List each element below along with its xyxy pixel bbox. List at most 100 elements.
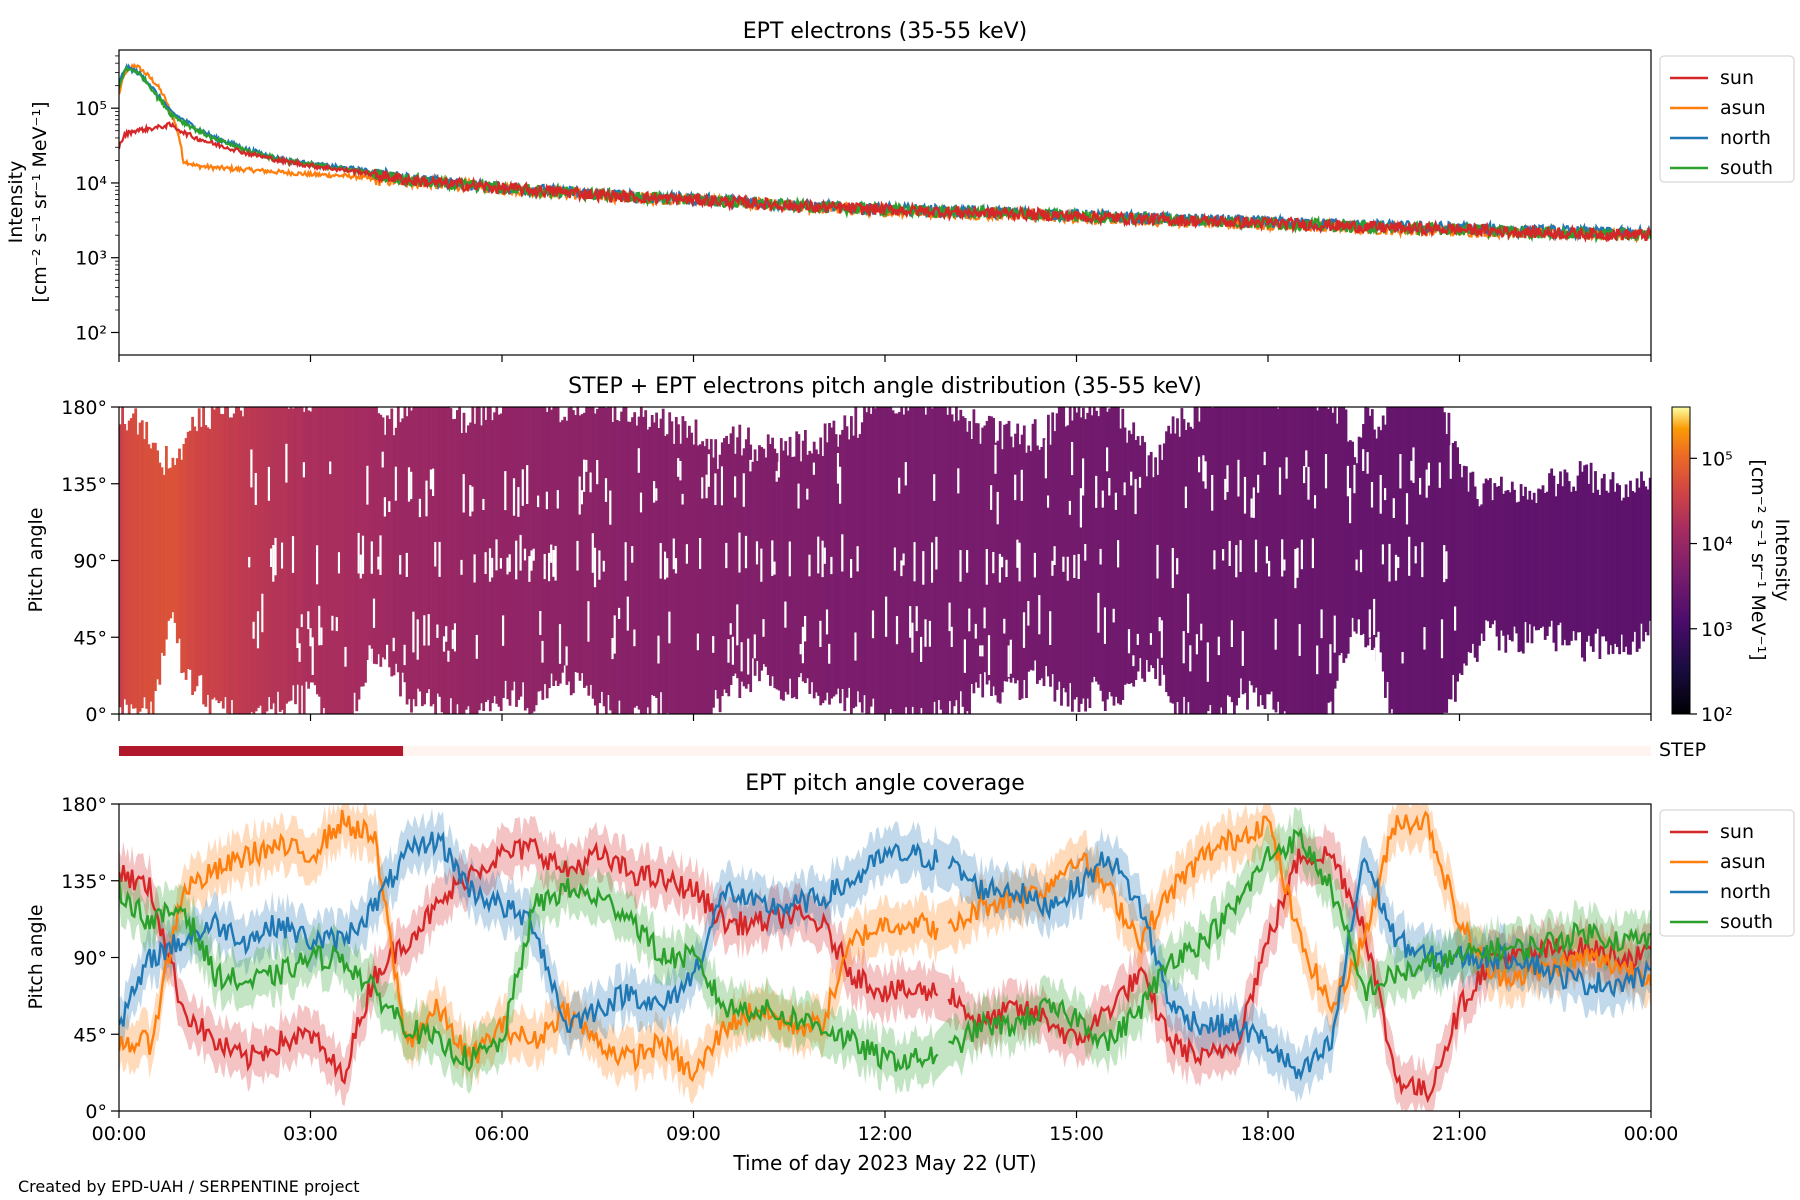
pad-gap (1412, 447, 1416, 483)
pad-gap (1014, 474, 1017, 501)
pad-column (1064, 426, 1068, 693)
pad-gap (1355, 559, 1359, 571)
pad-gap (1250, 498, 1254, 518)
pad-gap (749, 459, 753, 472)
pad-column (180, 459, 184, 673)
pad-gap (593, 547, 597, 588)
pad-column (149, 448, 153, 702)
pad-column (1136, 436, 1140, 672)
pad-column (718, 454, 722, 713)
pad-column (1591, 492, 1595, 652)
pad-column (1620, 500, 1624, 635)
pad-gap (383, 497, 387, 517)
pad-column (456, 410, 459, 705)
pad-column (860, 422, 864, 713)
pad-column (206, 427, 210, 695)
pad-column (898, 411, 901, 714)
pad-column (1042, 438, 1046, 687)
pad-column (618, 421, 621, 701)
pad-gap (1427, 462, 1431, 486)
pad-gap (788, 541, 792, 577)
pad-gap (1187, 593, 1190, 633)
pad-column (1125, 442, 1129, 684)
pad-gap (1263, 451, 1267, 466)
pad-column (729, 433, 733, 685)
pad-column (1465, 466, 1468, 666)
pad-column (1145, 476, 1149, 660)
pad-gap (1362, 449, 1365, 471)
pad-column (1329, 407, 1333, 702)
pad-gap (311, 637, 315, 675)
pad-column (1578, 461, 1582, 633)
pad-gap (329, 461, 332, 475)
pad-column (1062, 407, 1066, 688)
pad-gap (1314, 495, 1317, 509)
pad-column (1261, 407, 1265, 706)
pad-column (635, 425, 639, 706)
pad-column (477, 407, 481, 711)
pad-column (939, 407, 943, 710)
pad-gap (1053, 546, 1057, 565)
pad-gap (410, 471, 413, 500)
pad-column (670, 421, 674, 714)
pad-gap (1405, 493, 1409, 525)
pad-column (920, 407, 923, 708)
pad-gap (526, 465, 529, 504)
pad-gap (959, 550, 963, 582)
pad-column (911, 407, 915, 707)
pad-column (1556, 483, 1560, 626)
pad-column (1484, 478, 1488, 621)
pad-column (1447, 412, 1451, 700)
pad-column (184, 438, 188, 680)
pad-column (580, 414, 584, 674)
pad-column (1355, 463, 1359, 634)
pad-gap (909, 606, 912, 638)
pad-column (213, 409, 216, 698)
pad-gap (797, 483, 801, 509)
pad-gap (979, 645, 982, 657)
pad-gap (484, 552, 488, 574)
pad-gap (639, 492, 643, 513)
pad-column (1051, 412, 1055, 675)
legend-label-south: south (1720, 911, 1773, 933)
pad-column (762, 448, 766, 665)
pad-column (320, 407, 324, 714)
pad-gap (771, 540, 774, 576)
pad-column (1005, 423, 1009, 682)
pad-column (620, 411, 623, 714)
pad-column (217, 407, 221, 704)
pad-column (836, 446, 840, 689)
panel2-title: STEP + EPT electrons pitch angle distrib… (568, 374, 1202, 399)
pad-gap (839, 466, 842, 504)
pad-column (173, 465, 177, 623)
legend-box (1659, 809, 1795, 937)
pad-gap (550, 544, 553, 563)
pad-column (132, 413, 135, 709)
pad-gap (558, 624, 562, 664)
pad-gap (1009, 639, 1013, 674)
pad-column (1552, 475, 1556, 643)
pad-gap (1068, 500, 1072, 515)
pad-column (736, 437, 739, 679)
pad-gap (1401, 652, 1405, 664)
pad-column (311, 407, 315, 683)
pad-gap (1311, 538, 1315, 569)
pad-column (377, 413, 381, 655)
pad-column (1585, 464, 1589, 642)
pad-gap (674, 558, 678, 574)
pad-column (1405, 407, 1409, 714)
pad-column (1250, 407, 1254, 686)
step-background (119, 746, 1651, 756)
pad-gap (812, 462, 816, 475)
step-coverage-bar (119, 746, 404, 756)
coverage-band-north (119, 808, 1651, 1103)
x-tick-label: 09:00 (666, 1123, 721, 1145)
pad-column (1427, 407, 1431, 714)
pad-column (1053, 431, 1057, 702)
pad-gap (1388, 543, 1392, 582)
pad-column (340, 407, 343, 714)
angle-tick-label: 135° (61, 474, 107, 496)
pad-column (878, 407, 882, 714)
pad-column (1609, 479, 1613, 646)
pad-column (1521, 496, 1525, 654)
